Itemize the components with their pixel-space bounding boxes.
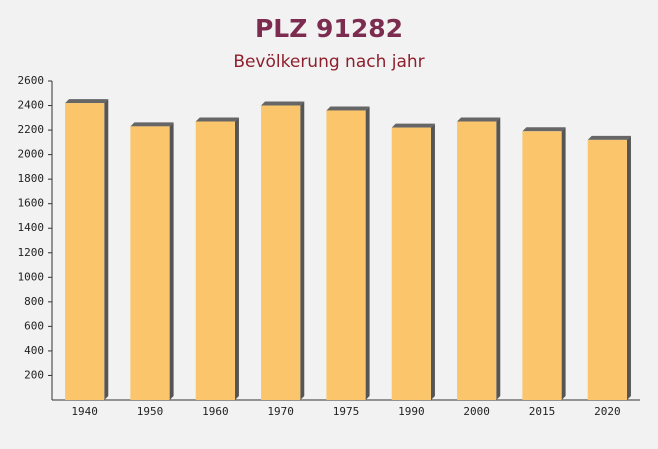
y-tick-label: 1000 bbox=[18, 270, 45, 283]
x-tick-label: 2000 bbox=[463, 405, 490, 418]
bar-side bbox=[496, 117, 501, 400]
y-tick-label: 600 bbox=[24, 319, 44, 332]
y-tick-label: 1800 bbox=[18, 172, 45, 185]
y-tick-label: 1200 bbox=[18, 246, 45, 259]
bar-side bbox=[234, 117, 239, 400]
bar bbox=[195, 121, 235, 400]
bar-top bbox=[65, 99, 109, 104]
x-tick-label: 1960 bbox=[202, 405, 229, 418]
bar bbox=[457, 121, 497, 400]
y-tick-label: 200 bbox=[24, 368, 44, 381]
bar bbox=[326, 110, 366, 400]
x-tick-label: 1950 bbox=[137, 405, 164, 418]
bar-top bbox=[587, 135, 631, 140]
bar bbox=[587, 139, 627, 400]
bar-side bbox=[365, 106, 370, 400]
y-tick-label: 1600 bbox=[18, 197, 45, 210]
bar-side bbox=[104, 99, 109, 400]
bar-side bbox=[169, 122, 174, 401]
x-tick-label: 2020 bbox=[594, 405, 621, 418]
bar-side bbox=[430, 123, 435, 400]
bar-top bbox=[130, 122, 174, 127]
x-tick-label: 1975 bbox=[333, 405, 360, 418]
bar bbox=[522, 131, 562, 401]
bar-top bbox=[261, 101, 305, 106]
y-tick-label: 2200 bbox=[18, 123, 45, 136]
bar-top bbox=[391, 123, 435, 128]
bar-side bbox=[626, 135, 631, 400]
x-tick-label: 2015 bbox=[529, 405, 556, 418]
x-tick-label: 1970 bbox=[267, 405, 294, 418]
y-tick-label: 2400 bbox=[18, 99, 45, 112]
y-tick-label: 800 bbox=[24, 295, 44, 308]
bar-top bbox=[326, 106, 370, 111]
y-tick-label: 2600 bbox=[18, 74, 45, 87]
bar-top bbox=[522, 127, 566, 132]
x-tick-label: 1990 bbox=[398, 405, 425, 418]
bar-top bbox=[457, 117, 501, 122]
y-tick-label: 2000 bbox=[18, 148, 45, 161]
chart-subtitle: Bevölkerung nach jahr bbox=[233, 52, 424, 72]
bar bbox=[65, 103, 105, 400]
y-tick-label: 1400 bbox=[18, 221, 45, 234]
chart-title: PLZ 91282 bbox=[255, 14, 403, 43]
x-tick-label: 1940 bbox=[71, 405, 98, 418]
bar-side bbox=[300, 101, 305, 401]
bar-side bbox=[561, 127, 566, 401]
bar bbox=[261, 105, 301, 401]
y-tick-label: 400 bbox=[24, 344, 44, 357]
bar bbox=[130, 126, 170, 401]
bar-top bbox=[195, 117, 239, 122]
bar bbox=[391, 127, 431, 400]
